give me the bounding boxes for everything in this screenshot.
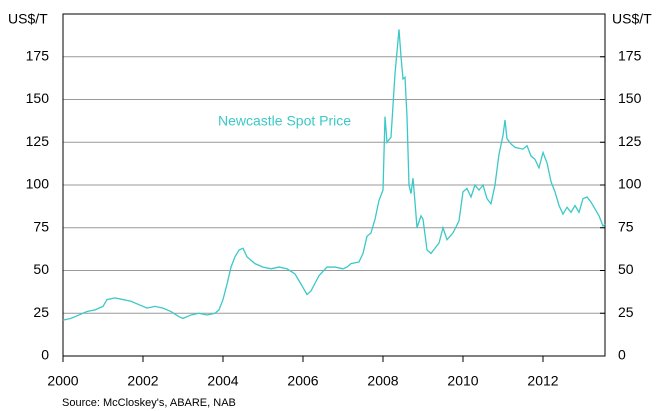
x-tick-label: 2010: [447, 373, 478, 389]
y-axis-label: US$/T: [8, 11, 48, 27]
data-line: [62, 29, 606, 321]
y2-tick-label: 0: [618, 347, 626, 363]
y2-tick-label: 75: [618, 218, 634, 234]
y2-axis-label: US$/T: [612, 11, 652, 27]
annotation: Newcastle Spot Price: [218, 113, 351, 129]
x-tick-label: 2002: [127, 373, 158, 389]
y-tick-label: 25: [33, 304, 49, 320]
x-tick-label: 2008: [367, 373, 398, 389]
y-tick-label: 0: [41, 347, 49, 363]
y2-tick-label: 150: [618, 90, 642, 106]
y-tick-label: 75: [33, 218, 49, 234]
plot-frame: [62, 13, 606, 357]
y-tick-label: 175: [26, 47, 50, 63]
y2-tick-label: 50: [618, 261, 634, 277]
y-tick-label: 150: [26, 90, 50, 106]
x-tick-label: 2000: [47, 373, 78, 389]
y-tick-label: 100: [26, 176, 50, 192]
y2-tick-label: 125: [618, 133, 642, 149]
y-tick-label: 50: [33, 261, 49, 277]
y2-tick-label: 175: [618, 47, 642, 63]
y2-tick-label: 100: [618, 176, 642, 192]
source-note: Source: McCloskey's, ABARE, NAB: [62, 397, 236, 409]
y2-tick-label: 25: [618, 304, 634, 320]
y-tick-label: 125: [26, 133, 50, 149]
x-tick-label: 2004: [207, 373, 238, 389]
x-tick-label: 2006: [287, 373, 318, 389]
x-tick-label: 2012: [527, 373, 558, 389]
